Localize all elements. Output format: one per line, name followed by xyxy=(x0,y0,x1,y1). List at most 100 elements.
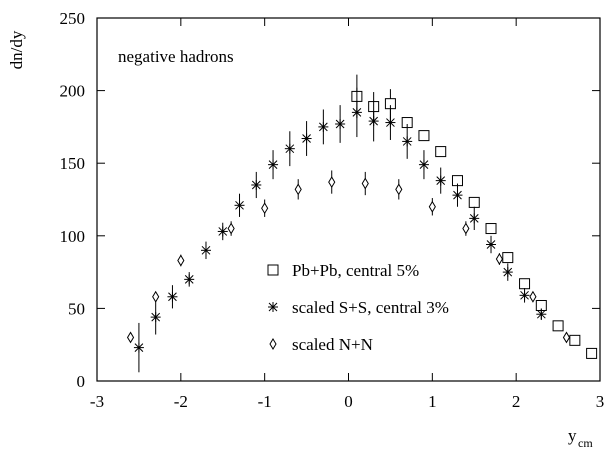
diamond xyxy=(529,290,537,303)
diamond-marker xyxy=(177,254,185,267)
diamond-marker xyxy=(152,290,160,303)
x-tick-label: 1 xyxy=(428,392,437,411)
star-marker xyxy=(351,107,362,118)
diamond xyxy=(495,253,503,266)
star-marker xyxy=(268,159,279,170)
star-stroke xyxy=(386,118,395,127)
square-marker xyxy=(468,196,480,208)
annotation: negative hadrons xyxy=(118,47,234,66)
diamond-marker xyxy=(529,290,537,303)
star-marker xyxy=(486,239,497,250)
legend-label: Pb+Pb, central 5% xyxy=(292,261,419,280)
x-tick-label: -3 xyxy=(90,392,104,411)
star-stroke xyxy=(536,309,546,319)
y-tick-label: 100 xyxy=(60,227,86,246)
diamond xyxy=(126,331,135,344)
diamond-marker xyxy=(328,176,336,189)
diamond-marker xyxy=(361,177,369,190)
square xyxy=(519,278,531,290)
star-stroke xyxy=(436,176,446,185)
square-marker xyxy=(435,146,447,158)
diamond xyxy=(269,338,277,350)
diamond xyxy=(361,177,369,190)
star-stroke xyxy=(520,290,529,300)
star-marker xyxy=(452,190,463,201)
diamond xyxy=(294,183,302,196)
star-stroke xyxy=(352,108,362,117)
star-stroke xyxy=(335,119,345,129)
star-marker xyxy=(519,290,530,301)
diamond-marker xyxy=(227,222,235,235)
star-stroke xyxy=(268,160,278,170)
y-tick-label: 150 xyxy=(60,154,86,173)
square-marker xyxy=(586,347,598,359)
x-tick-label: 0 xyxy=(344,392,353,411)
star-marker xyxy=(502,267,513,278)
x-axis-label: y xyxy=(568,426,577,445)
square-marker xyxy=(485,223,497,235)
diamond xyxy=(328,176,336,189)
star-stroke xyxy=(201,245,211,255)
star-stroke xyxy=(285,144,295,154)
star-stroke xyxy=(318,122,328,132)
diamond-marker xyxy=(269,338,277,350)
diamond xyxy=(227,222,235,235)
star-stroke xyxy=(402,137,412,146)
star-marker xyxy=(536,309,547,320)
star-marker xyxy=(184,274,195,285)
y-tick-label: 0 xyxy=(77,372,86,391)
diamond-marker xyxy=(495,253,503,266)
y-axis-label: dn/dy xyxy=(7,30,26,69)
star-marker xyxy=(133,342,144,353)
square xyxy=(468,196,480,208)
diamond xyxy=(177,254,185,267)
legend-label: scaled S+S, central 3% xyxy=(292,298,449,317)
square xyxy=(552,320,564,332)
square-marker xyxy=(502,252,514,264)
diamond-marker xyxy=(562,331,571,344)
diamond-marker xyxy=(126,331,135,344)
diamond-marker xyxy=(395,183,403,196)
star-marker xyxy=(418,159,429,170)
diamond-marker xyxy=(261,202,269,215)
star-stroke xyxy=(235,200,244,210)
star-stroke xyxy=(453,190,462,200)
y-tick-label: 200 xyxy=(60,82,86,101)
diamond-marker xyxy=(294,183,302,196)
square-marker xyxy=(418,130,430,142)
star-stroke xyxy=(218,227,228,236)
diamond xyxy=(562,331,571,344)
diamond xyxy=(261,202,269,215)
star-marker xyxy=(368,116,379,127)
star-stroke xyxy=(184,275,194,284)
diamond-marker xyxy=(462,222,470,235)
y-tick-label: 250 xyxy=(60,9,86,28)
square xyxy=(586,347,598,359)
star-marker xyxy=(234,200,245,211)
square xyxy=(267,264,279,276)
diamond xyxy=(395,183,403,196)
square-marker xyxy=(569,334,581,346)
star-marker xyxy=(251,179,262,190)
star-marker xyxy=(435,175,446,186)
star-marker xyxy=(318,121,329,132)
star-stroke xyxy=(251,180,261,190)
star-stroke xyxy=(369,116,379,126)
square xyxy=(418,130,430,142)
square-marker xyxy=(519,278,531,290)
x-axis-label-sub: cm xyxy=(578,436,593,450)
square xyxy=(435,146,447,158)
star-stroke xyxy=(168,292,177,302)
star-marker xyxy=(402,136,413,147)
star-marker xyxy=(167,291,178,302)
star-marker xyxy=(150,312,161,323)
legend-label: scaled N+N xyxy=(292,335,373,354)
diamond xyxy=(428,200,436,213)
square-marker xyxy=(267,264,279,276)
plot-frame xyxy=(96,17,601,382)
x-tick-label: -1 xyxy=(258,392,272,411)
x-tick-label: 2 xyxy=(512,392,521,411)
star-stroke xyxy=(503,267,513,277)
